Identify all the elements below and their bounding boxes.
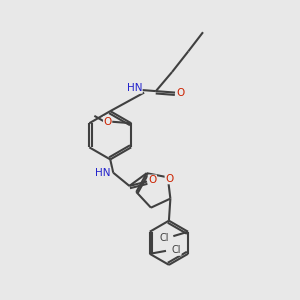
Text: O: O: [165, 174, 173, 184]
Text: HN: HN: [95, 168, 111, 178]
Text: O: O: [103, 117, 112, 127]
Text: O: O: [148, 175, 157, 185]
Text: Cl: Cl: [160, 232, 169, 243]
Text: Cl: Cl: [172, 245, 181, 255]
Text: HN: HN: [127, 83, 142, 93]
Text: O: O: [176, 88, 184, 98]
